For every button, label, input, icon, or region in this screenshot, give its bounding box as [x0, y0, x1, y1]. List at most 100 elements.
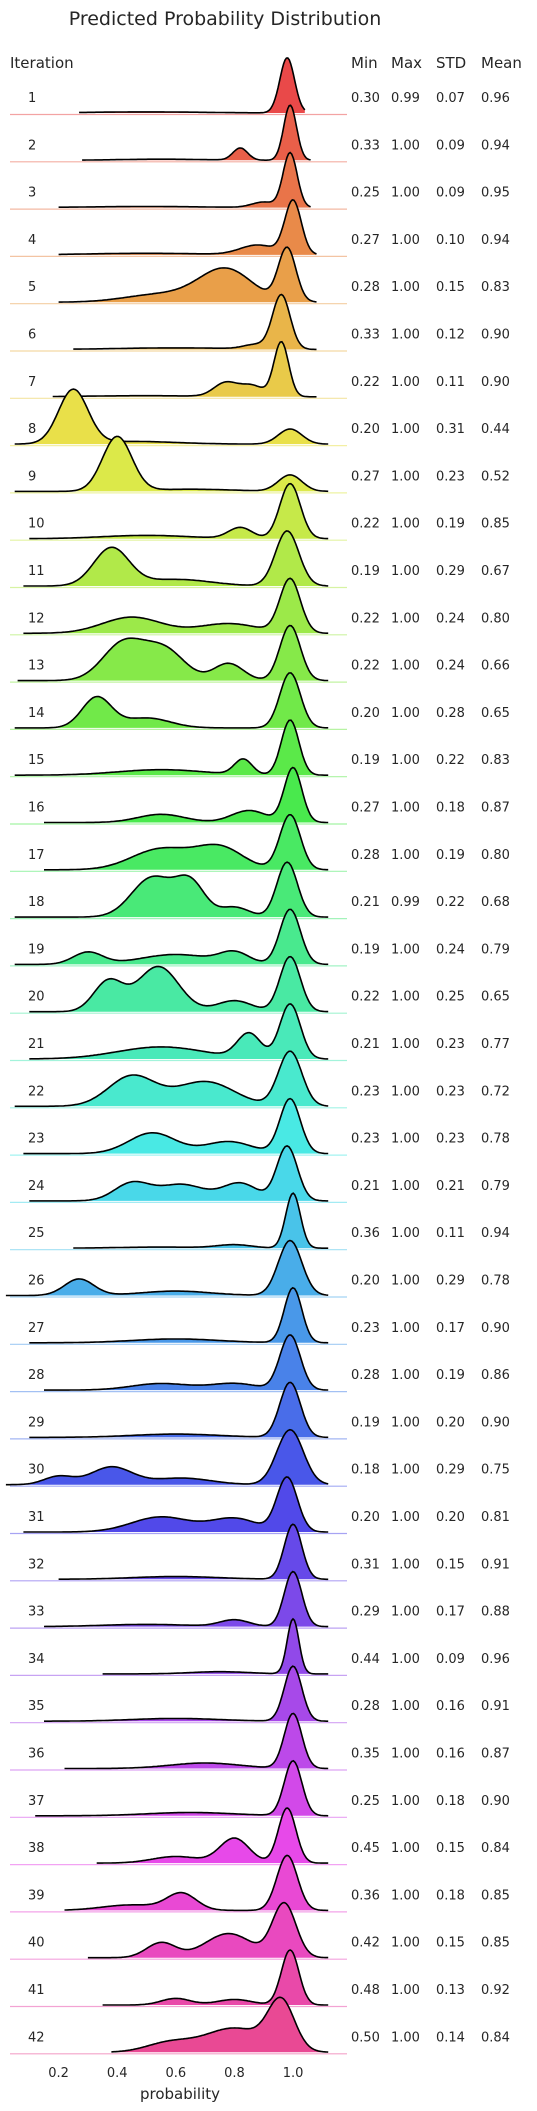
x-tick-label-0: 0.2	[48, 2066, 69, 2081]
iteration-label-13: 13	[28, 659, 45, 674]
std-value-19: 0.24	[436, 942, 465, 957]
ridge-line-31	[23, 1476, 329, 1533]
ridge-line-16	[44, 766, 329, 824]
x-tick-label-3: 0.8	[224, 2066, 245, 2081]
max-value-3: 1.00	[391, 186, 420, 201]
std-value-14: 0.28	[436, 706, 465, 721]
max-value-13: 1.00	[391, 659, 420, 674]
std-value-37: 0.18	[436, 1794, 465, 1809]
mean-value-4: 0.94	[481, 233, 510, 248]
ridge-fill-5	[58, 247, 317, 303]
iteration-label-24: 24	[28, 1179, 45, 1194]
mean-value-5: 0.83	[481, 280, 510, 295]
ridge-line-9	[14, 435, 329, 493]
max-value-9: 1.00	[391, 469, 420, 484]
mean-value-28: 0.86	[481, 1368, 510, 1383]
min-value-1: 0.30	[351, 91, 380, 106]
iteration-label-1: 1	[28, 91, 36, 106]
ridge-line-17	[44, 814, 329, 871]
iteration-label-4: 4	[28, 233, 36, 248]
iteration-label-21: 21	[28, 1037, 45, 1052]
min-value-20: 0.22	[351, 990, 380, 1005]
row-labels-group: 1 0.30 0.99 0.07 0.96 2 0.33 1.00 0.09 0.94 3 0.25 1…	[28, 91, 510, 2045]
max-value-1: 0.99	[391, 91, 420, 106]
ridge-fill-42	[111, 1997, 329, 2053]
ridge-line-25	[73, 1192, 329, 1249]
iteration-label-18: 18	[28, 895, 45, 910]
std-value-27: 0.17	[436, 1321, 465, 1336]
min-value-14: 0.20	[351, 706, 380, 721]
x-tick-label-4: 1.0	[283, 2066, 304, 2081]
iteration-label-5: 5	[28, 280, 36, 295]
ridge-fill-8	[14, 389, 329, 445]
max-value-30: 1.00	[391, 1463, 420, 1478]
min-value-38: 0.45	[351, 1841, 380, 1856]
min-value-29: 0.19	[351, 1415, 380, 1430]
std-value-23: 0.23	[436, 1132, 465, 1147]
mean-value-31: 0.81	[481, 1510, 510, 1525]
iteration-label-26: 26	[28, 1274, 45, 1289]
ridge-line-15	[14, 719, 329, 776]
ridge-fill-24	[29, 1145, 329, 1201]
std-value-10: 0.19	[436, 517, 465, 532]
ridge-line-12	[23, 577, 329, 635]
mean-value-21: 0.77	[481, 1037, 510, 1052]
ridge-line-19	[14, 908, 329, 966]
min-value-16: 0.27	[351, 801, 380, 816]
mean-value-38: 0.84	[481, 1841, 510, 1856]
mean-value-14: 0.65	[481, 706, 510, 721]
min-value-8: 0.20	[351, 422, 380, 437]
min-value-6: 0.33	[351, 328, 380, 343]
iteration-label-8: 8	[28, 422, 36, 437]
iteration-header: Iteration	[10, 54, 74, 72]
min-value-33: 0.29	[351, 1605, 380, 1620]
min-value-24: 0.21	[351, 1179, 380, 1194]
std-value-25: 0.11	[436, 1226, 465, 1241]
iteration-label-14: 14	[28, 706, 45, 721]
max-value-2: 1.00	[391, 138, 420, 153]
max-value-28: 1.00	[391, 1368, 420, 1383]
max-value-11: 1.00	[391, 564, 420, 579]
std-value-8: 0.31	[436, 422, 465, 437]
ridge-fill-3	[58, 152, 311, 208]
std-value-41: 0.13	[436, 1983, 465, 1998]
max-value-17: 1.00	[391, 848, 420, 863]
mean-value-24: 0.79	[481, 1179, 510, 1194]
max-value-18: 0.99	[391, 895, 420, 910]
min-value-5: 0.28	[351, 280, 380, 295]
x-tick-label-2: 0.6	[165, 2066, 186, 2081]
std-value-36: 0.16	[436, 1747, 465, 1762]
min-value-26: 0.20	[351, 1274, 380, 1289]
std-value-12: 0.24	[436, 611, 465, 626]
iteration-label-9: 9	[28, 469, 36, 484]
mean-value-16: 0.87	[481, 801, 510, 816]
ridge-fill-11	[23, 531, 329, 586]
iteration-label-38: 38	[28, 1841, 45, 1856]
mean-value-12: 0.80	[481, 611, 510, 626]
chart-title: Predicted Probability Distribution	[69, 8, 382, 30]
iteration-label-17: 17	[28, 848, 45, 863]
max-value-15: 1.00	[391, 753, 420, 768]
iteration-label-32: 32	[28, 1557, 45, 1572]
ridge-line-1	[79, 57, 306, 114]
ridge-line-42	[111, 1996, 329, 2053]
iteration-label-23: 23	[28, 1132, 45, 1147]
max-value-23: 1.00	[391, 1132, 420, 1147]
ridge-fill-14	[14, 672, 329, 728]
max-value-37: 1.00	[391, 1794, 420, 1809]
min-value-7: 0.22	[351, 375, 380, 390]
min-value-37: 0.25	[351, 1794, 380, 1809]
std-value-1: 0.07	[436, 91, 465, 106]
ridge-line-39	[64, 1854, 329, 1912]
mean-value-18: 0.68	[481, 895, 510, 910]
std-value-42: 0.14	[436, 2030, 465, 2045]
max-value-26: 1.00	[391, 1274, 420, 1289]
max-value-5: 1.00	[391, 280, 420, 295]
mean-value-6: 0.90	[481, 328, 510, 343]
std-value-11: 0.29	[436, 564, 465, 579]
mean-value-42: 0.84	[481, 2030, 510, 2045]
min-value-36: 0.35	[351, 1747, 380, 1762]
min-value-10: 0.22	[351, 517, 380, 532]
mean-value-8: 0.44	[481, 422, 510, 437]
iteration-label-16: 16	[28, 801, 45, 816]
